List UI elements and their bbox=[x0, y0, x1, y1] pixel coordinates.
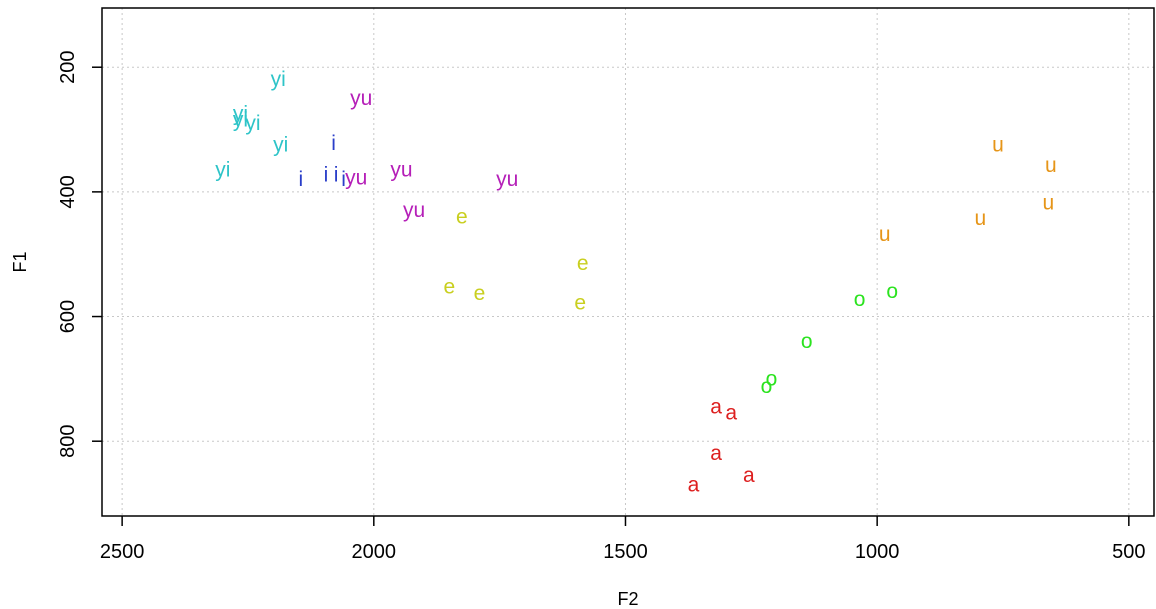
point-yu: yu bbox=[496, 168, 518, 191]
point-u: u bbox=[975, 207, 987, 230]
point-yi: yi bbox=[233, 102, 248, 125]
point-i: i bbox=[298, 168, 303, 191]
point-u: u bbox=[1042, 192, 1054, 215]
point-i: i bbox=[334, 164, 339, 187]
point-u: u bbox=[1045, 154, 1057, 177]
plot-frame bbox=[101, 7, 1155, 517]
point-o: o bbox=[886, 280, 898, 303]
point-yi: yi bbox=[271, 68, 286, 91]
point-yu: yu bbox=[403, 199, 425, 222]
point-e: e bbox=[474, 282, 486, 305]
point-u: u bbox=[879, 223, 891, 246]
point-a: a bbox=[710, 442, 722, 465]
point-yi: yi bbox=[233, 109, 248, 132]
x-tick-label: 500 bbox=[1112, 541, 1145, 563]
point-yi: yi bbox=[245, 112, 260, 135]
point-a: a bbox=[743, 464, 755, 487]
point-a: a bbox=[688, 473, 700, 496]
grid-lines bbox=[102, 8, 1154, 516]
point-a: a bbox=[725, 402, 737, 425]
x-tick-label: 2500 bbox=[100, 541, 145, 563]
point-e: e bbox=[574, 291, 586, 314]
y-axis-title: F1 bbox=[10, 251, 30, 272]
point-yu: yu bbox=[350, 87, 372, 110]
y-tick-label: 800 bbox=[57, 425, 79, 458]
point-o: o bbox=[761, 375, 773, 398]
x-axis: 2500 2000 1500 1000 500 bbox=[100, 516, 1146, 563]
point-yi: yi bbox=[215, 159, 230, 182]
point-o: o bbox=[801, 330, 813, 353]
point-yu: yu bbox=[345, 167, 367, 190]
point-o: o bbox=[854, 288, 866, 311]
point-yu: yu bbox=[390, 159, 412, 182]
y-axis: 200 400 600 800 bbox=[57, 51, 102, 458]
point-i: i bbox=[331, 132, 336, 155]
point-u: u bbox=[992, 134, 1004, 157]
point-i: i bbox=[341, 168, 346, 191]
x-axis-title: F2 bbox=[617, 589, 638, 609]
y-tick-label: 200 bbox=[57, 51, 79, 84]
point-e: e bbox=[577, 252, 589, 275]
point-e: e bbox=[443, 276, 455, 299]
x-tick-label: 1000 bbox=[855, 541, 900, 563]
y-tick-label: 400 bbox=[57, 175, 79, 208]
point-o: o bbox=[766, 367, 778, 390]
y-tick-label: 600 bbox=[57, 300, 79, 333]
x-tick-label: 2000 bbox=[352, 541, 397, 563]
point-i: i bbox=[324, 164, 329, 187]
x-tick-label: 1500 bbox=[603, 541, 648, 563]
point-a: a bbox=[710, 395, 722, 418]
point-e: e bbox=[456, 205, 468, 228]
point-yi: yi bbox=[273, 134, 288, 157]
